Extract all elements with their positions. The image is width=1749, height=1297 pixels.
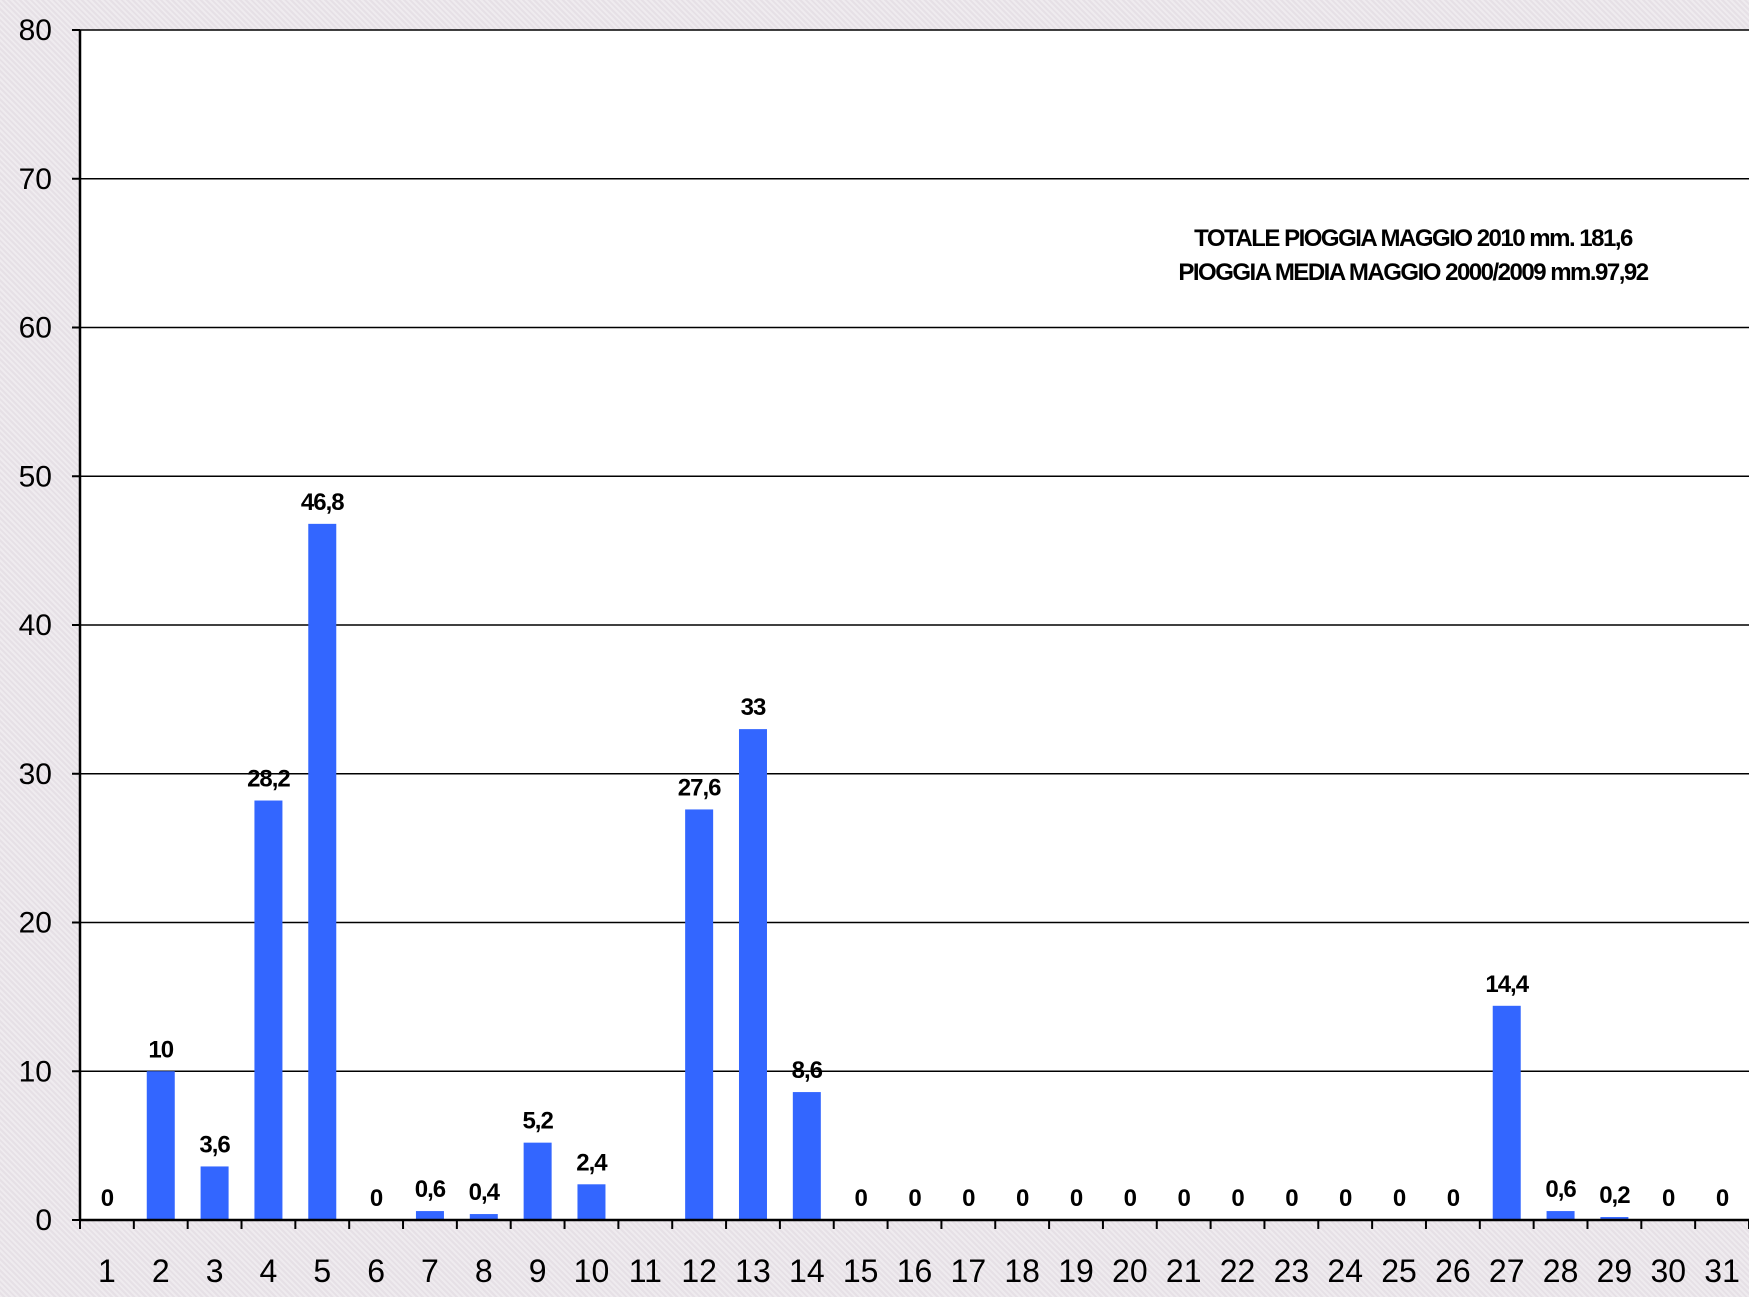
data-label: 46,8 <box>301 489 344 516</box>
x-tick-label: 22 <box>1220 1253 1256 1289</box>
y-tick-label: 60 <box>19 312 52 345</box>
bar <box>254 800 283 1220</box>
data-label: 8,6 <box>792 1057 823 1084</box>
y-tick-label: 80 <box>19 14 52 47</box>
y-tick-label: 50 <box>19 460 52 493</box>
x-tick-label: 15 <box>843 1253 879 1289</box>
y-tick-label: 70 <box>19 163 52 196</box>
x-tick-label: 26 <box>1435 1253 1471 1289</box>
data-label: 0 <box>1285 1185 1298 1212</box>
data-label: 0 <box>101 1185 114 1212</box>
y-tick-labels: 0 10 20 30 40 50 60 70 80 <box>19 14 52 1237</box>
x-tick-label: 16 <box>897 1253 933 1289</box>
x-tick-label: 9 <box>529 1253 547 1289</box>
data-label: 0 <box>1178 1185 1191 1212</box>
x-tick-label: 12 <box>681 1253 717 1289</box>
x-tick-label: 18 <box>1004 1253 1040 1289</box>
x-tick-label: 31 <box>1704 1253 1740 1289</box>
data-label: 27,6 <box>678 774 721 801</box>
data-label: 0 <box>1716 1185 1729 1212</box>
bar <box>200 1166 229 1220</box>
bar <box>685 809 714 1220</box>
x-tick-label: 3 <box>206 1253 224 1289</box>
y-tick-label: 0 <box>35 1204 52 1237</box>
bar <box>1600 1217 1629 1220</box>
data-label: 0 <box>1339 1185 1352 1212</box>
data-label: 5,2 <box>522 1108 553 1135</box>
data-label: 0 <box>962 1185 975 1212</box>
x-tick-label: 25 <box>1381 1253 1417 1289</box>
x-tick-label: 8 <box>475 1253 493 1289</box>
bar <box>792 1092 821 1220</box>
data-label: 0,6 <box>1545 1176 1576 1203</box>
axes <box>72 29 1749 1229</box>
data-label: 0,4 <box>469 1179 501 1206</box>
y-tick-label: 10 <box>19 1055 52 1088</box>
bar <box>308 523 337 1220</box>
y-tick-label: 40 <box>19 609 52 642</box>
gridlines <box>80 29 1749 1073</box>
bar <box>469 1214 498 1220</box>
data-label: 0 <box>908 1185 921 1212</box>
x-tick-label: 4 <box>260 1253 278 1289</box>
x-tick-label: 29 <box>1597 1253 1633 1289</box>
x-tick-label: 13 <box>735 1253 771 1289</box>
x-tick-label: 7 <box>421 1253 439 1289</box>
y-tick-label: 20 <box>19 907 52 940</box>
data-label: 0 <box>854 1185 867 1212</box>
data-label: 0 <box>1393 1185 1406 1212</box>
data-label: 14,4 <box>1485 971 1529 998</box>
x-tick-label: 6 <box>367 1253 385 1289</box>
data-label: 0 <box>1231 1185 1244 1212</box>
x-tick-label: 21 <box>1166 1253 1202 1289</box>
data-label: 0 <box>1070 1185 1083 1212</box>
data-label: 0 <box>370 1185 383 1212</box>
data-label: 0,2 <box>1599 1182 1630 1209</box>
annotation-line-1: TOTALE PIOGGIA MAGGIO 2010 mm. 181,6 <box>1194 225 1633 252</box>
data-label: 2,4 <box>576 1149 608 1176</box>
x-tick-label: 20 <box>1112 1253 1148 1289</box>
bar <box>738 729 767 1220</box>
data-label: 0,6 <box>415 1176 446 1203</box>
x-tick-label: 11 <box>629 1253 662 1289</box>
x-tick-label: 23 <box>1274 1253 1310 1289</box>
x-tick-label: 17 <box>951 1253 987 1289</box>
x-tick-label: 2 <box>152 1253 170 1289</box>
data-label: 0 <box>1016 1185 1029 1212</box>
data-label: 0 <box>1662 1185 1675 1212</box>
data-label: 0 <box>1447 1185 1460 1212</box>
x-tick-label: 5 <box>313 1253 331 1289</box>
x-tick-label: 24 <box>1327 1253 1363 1289</box>
data-label: 10 <box>148 1036 173 1063</box>
bar <box>1546 1211 1575 1220</box>
x-tick-label: 30 <box>1650 1253 1686 1289</box>
x-tick-label: 14 <box>789 1253 825 1289</box>
bar <box>146 1071 175 1220</box>
data-label: 0 <box>1124 1185 1137 1212</box>
x-tick-label: 27 <box>1489 1253 1525 1289</box>
bar <box>577 1184 606 1220</box>
bars <box>146 523 1629 1220</box>
data-label: 3,6 <box>199 1131 230 1158</box>
data-label: 33 <box>741 694 766 721</box>
x-tick-label: 28 <box>1543 1253 1579 1289</box>
x-tick-label: 19 <box>1058 1253 1094 1289</box>
data-labels: 0 10 3,6 28,2 46,8 0 0,6 0,4 5,2 2,4 27,6 33 8,6 0 0 0 0… <box>101 489 1730 1212</box>
y-tick-label: 30 <box>19 758 52 791</box>
x-tick-label: 1 <box>98 1253 116 1289</box>
x-tick-label: 10 <box>574 1253 610 1289</box>
x-tick-labels: 1 2 3 4 5 6 7 8 9 10 11 12 13 14 15 16 17 18 19 20 21 22 23 24 2… <box>98 1253 1740 1289</box>
data-label: 28,2 <box>247 766 290 793</box>
annotation-line-2: PIOGGIA MEDIA MAGGIO 2000/2009 mm.97,92 <box>1178 259 1648 286</box>
bar <box>523 1142 552 1220</box>
bar <box>1492 1005 1521 1220</box>
bar <box>415 1211 444 1220</box>
